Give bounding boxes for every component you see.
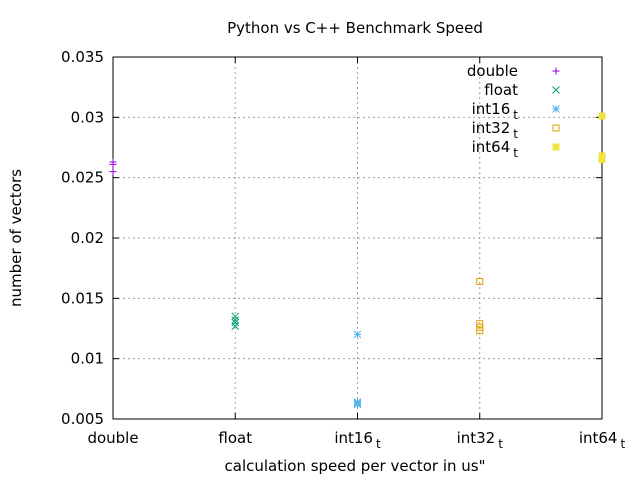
x-tick-label-text: int32 [457,429,496,447]
x-tick-label-subscript: t [620,437,625,451]
legend-label-text: int64 [472,138,511,156]
legend-label: float [484,81,518,99]
legend-label-text: int32 [472,119,511,137]
legend-label: double [467,62,518,80]
legend-marker-int16 [552,105,560,113]
legend-item-float: float [484,81,560,99]
x-tick-label-text: int16 [334,429,373,447]
data-points [109,112,606,409]
x-tick-label: int64 t [579,429,626,451]
x-axis-label: calculation speed per vector in us" [225,457,486,475]
legend-marker-int64 [552,143,560,151]
y-tick-label: 0.01 [71,350,104,368]
data-point-double [109,168,117,176]
data-point-int32 [476,327,484,335]
x-tick-label: int16 t [334,429,381,451]
legend-item-double: double [467,62,560,80]
grid [113,57,602,419]
x-tick-label-text: int64 [579,429,618,447]
data-point-int64 [598,152,606,160]
data-point-int16 [353,330,362,339]
legend-label-text: float [484,81,518,99]
x-tick-label: int32 t [457,429,504,451]
legend-label-subscript: t [513,146,518,160]
data-point-int16 [353,400,362,409]
legend-label-text: double [467,62,518,80]
y-axis-label: number of vectors [7,169,25,307]
x-tick-label: float [218,429,252,447]
legend-marker-float [552,86,560,94]
legend-item-int64: int64 t [472,138,560,160]
legend-item-int32: int32 t [472,119,560,141]
data-point-int64 [598,112,606,120]
data-point-float [231,318,240,327]
data-point-float [231,322,240,330]
data-point-int32 [476,323,484,331]
y-tick-label: 0.025 [61,169,104,187]
y-tick-label: 0.03 [71,108,104,126]
data-point-int32 [476,320,484,328]
x-tick-label: double [87,429,138,447]
legend-label: int64 t [472,138,519,160]
data-point-int32 [476,277,484,285]
legend-label: int16 t [472,100,519,122]
data-point-int64 [598,156,606,164]
legend-item-int16: int16 t [472,100,560,122]
data-point-float [231,316,240,324]
y-tick-label: 0.02 [71,229,104,247]
data-point-double [109,160,117,168]
x-tick-label-subscript: t [376,437,381,451]
data-point-float [231,312,240,321]
y-tick-label: 0.015 [61,289,104,307]
legend-marker-int32 [552,124,560,132]
y-tick-label: 0.005 [61,410,104,428]
chart-title: Python vs C++ Benchmark Speed [227,19,483,37]
legend-label-text: int16 [472,100,511,118]
x-tick-label-subscript: t [498,437,503,451]
legend-label-subscript: t [513,108,518,122]
x-tick-label-text: double [87,429,138,447]
legend-label: int32 t [472,119,519,141]
x-tick-label-text: float [218,429,252,447]
y-tick-label: 0.035 [61,48,104,66]
legend-marker-double [552,67,560,75]
legend-label-subscript: t [513,127,518,141]
